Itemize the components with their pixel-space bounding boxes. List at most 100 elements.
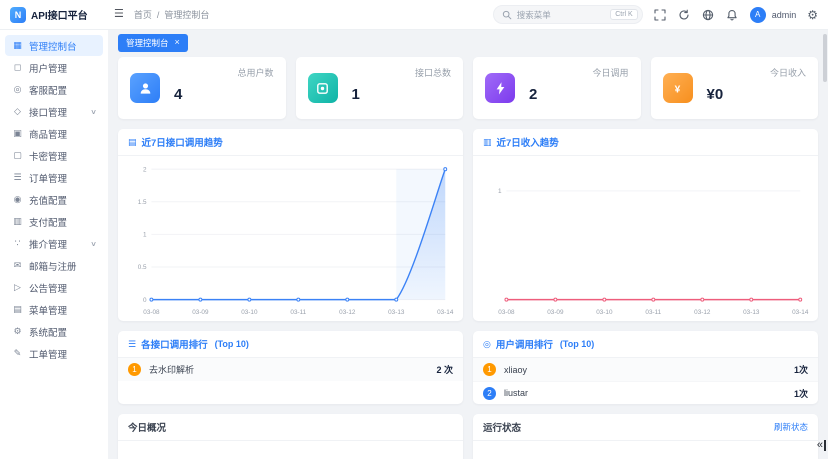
sidebar-item-公告管理[interactable]: ▷ 公告管理: [5, 277, 103, 298]
stat-value: 2: [529, 85, 538, 103]
tabbar: 管理控制台 ×: [108, 30, 828, 55]
bottom-row: 今日概况 运行状态 刷新状态: [118, 414, 818, 459]
collapse-icon[interactable]: «: [817, 440, 826, 451]
svg-text:03-10: 03-10: [596, 309, 613, 316]
settings-gear-icon[interactable]: ⚙: [807, 7, 818, 22]
sidebar-item-推介管理[interactable]: ∵ 推介管理 ∨: [5, 233, 103, 254]
sidebar-item-icon: ▣: [13, 128, 22, 138]
notification-icon[interactable]: [726, 8, 739, 21]
language-icon[interactable]: [702, 8, 715, 21]
refresh-icon[interactable]: [678, 8, 691, 21]
sidebar-item-label: 卡密管理: [29, 151, 68, 163]
tab-dashboard[interactable]: 管理控制台 ×: [118, 33, 188, 52]
user-ranking-card: ◎ 用户调用排行 (Top 10) 1 xliaoy 1次 2 liustar …: [473, 331, 818, 404]
sidebar-item-icon: ∵: [14, 238, 21, 248]
sidebar-item-icon: ☰: [13, 172, 22, 182]
sidebar-item-icon: ✉: [13, 260, 22, 270]
svg-text:03-09: 03-09: [192, 309, 209, 316]
call-icon: [485, 73, 515, 103]
svg-text:¥: ¥: [675, 84, 681, 95]
sidebar-item-icon: ▷: [14, 282, 21, 292]
svg-text:03-09: 03-09: [547, 309, 564, 316]
today-overview-card: 今日概况: [118, 414, 463, 459]
sidebar-item-充值配置[interactable]: ◉ 充值配置: [5, 189, 103, 210]
sidebar-item-邮箱与注册[interactable]: ✉ 邮箱与注册: [5, 255, 103, 276]
sidebar-item-label: 系统配置: [29, 327, 68, 339]
card-header: ☰ 各接口调用排行 (Top 10): [118, 331, 463, 358]
card-header: ▥ 近7日收入趋势: [473, 129, 818, 156]
breadcrumb-separator: /: [156, 9, 160, 20]
sidebar-item-icon: ▦: [13, 40, 22, 50]
tab-close-icon[interactable]: ×: [174, 37, 180, 47]
rank-row: 1 xliaoy 1次: [473, 358, 818, 381]
run-status-title: 运行状态: [483, 423, 522, 434]
sidebar-item-工单管理[interactable]: ✎ 工单管理: [5, 343, 103, 364]
sidebar-item-label: 推介管理: [29, 239, 68, 251]
stats-row: 4 总用户数 1 接口总数 2 今日调用 ¥ ¥0 今日收入: [118, 57, 818, 119]
svg-text:1: 1: [498, 188, 502, 195]
income-trend-chart: 1 03-08 03-09 03-10 03-11 03-12 03-13 03-14: [473, 156, 818, 321]
tab-label: 管理控制台: [126, 37, 169, 48]
search-icon: [502, 10, 512, 19]
stat-label: 接口总数: [414, 68, 451, 78]
avatar[interactable]: A: [749, 6, 766, 23]
svg-text:0.5: 0.5: [138, 264, 147, 271]
sidebar-item-icon: ◉: [13, 194, 22, 204]
stat-label: 今日调用: [592, 68, 629, 78]
sidebar-item-客服配置[interactable]: ◎ 客服配置: [5, 79, 103, 100]
svg-text:03-12: 03-12: [694, 309, 711, 316]
sidebar-item-label: 管理控制台: [29, 41, 77, 53]
fullscreen-icon[interactable]: [654, 8, 667, 21]
ranking-title: 用户调用排行: [495, 340, 553, 351]
sidebar-item-用户管理[interactable]: ◻ 用户管理: [5, 57, 103, 78]
sidebar-item-系统配置[interactable]: ⚙ 系统配置: [5, 321, 103, 342]
sidebar-item-订单管理[interactable]: ☰ 订单管理: [5, 167, 103, 188]
rank-name: liustar: [504, 388, 529, 398]
refresh-status-link[interactable]: 刷新状态: [773, 422, 808, 432]
stat-value: ¥0: [706, 85, 724, 103]
svg-text:03-14: 03-14: [792, 309, 809, 316]
sidebar-item-label: 工单管理: [29, 349, 68, 361]
stat-value: 1: [351, 85, 360, 103]
sidebar-item-接口管理[interactable]: ◇ 接口管理 ∨: [5, 101, 103, 122]
sidebar-item-icon: ◻: [13, 62, 22, 72]
dashboard-content: 4 总用户数 1 接口总数 2 今日调用 ¥ ¥0 今日收入 ▤ 近7日接口调用…: [108, 55, 828, 459]
app-title: API接口平台: [31, 11, 88, 22]
stat-value: 4: [174, 85, 183, 103]
menu-icon[interactable]: ☰: [114, 8, 124, 20]
svg-text:03-14: 03-14: [437, 309, 454, 316]
sidebar-item-支付配置[interactable]: ▥ 支付配置: [5, 211, 103, 232]
scrollbar-thumb[interactable]: [823, 34, 827, 82]
rank-badge: 1: [128, 363, 141, 376]
rank-count: 1次: [793, 388, 808, 399]
rankings-row: ☰ 各接口调用排行 (Top 10) 1 去水印解析 2 次 ◎ 用户调用排行 …: [118, 331, 818, 404]
chart-title: 近7日接口调用趋势: [141, 138, 223, 149]
today-overview-title: 今日概况: [128, 423, 167, 434]
topbar-actions: 搜索菜单 Ctrl K A admin ⚙: [492, 5, 828, 24]
sidebar-item-菜单管理[interactable]: ▤ 菜单管理: [5, 299, 103, 320]
search-input[interactable]: 搜索菜单 Ctrl K: [492, 5, 643, 24]
sidebar-item-icon: ▥: [13, 216, 22, 226]
sidebar-item-icon: ⚙: [13, 326, 22, 336]
sidebar-item-商品管理[interactable]: ▣ 商品管理: [5, 123, 103, 144]
sidebar-item-label: 用户管理: [29, 63, 68, 75]
chart-title: 近7日收入趋势: [496, 138, 559, 149]
sidebar-item-卡密管理[interactable]: ▢ 卡密管理: [5, 145, 103, 166]
breadcrumb-current: 管理控制台: [164, 10, 210, 20]
sidebar-item-label: 商品管理: [29, 129, 68, 141]
stat-label: 今日收入: [769, 68, 806, 78]
breadcrumb-home[interactable]: 首页: [133, 10, 152, 20]
sidebar-menu: ▦ 管理控制台 ◻ 用户管理 ◎ 客服配置 ◇ 接口管理 ∨ ▣ 商品管理 ▢ …: [0, 30, 108, 459]
rank-row: 2 liustar 1次: [473, 381, 818, 404]
stat-card: 4 总用户数: [118, 57, 286, 119]
ranking-top-label: (Top 10): [214, 339, 249, 349]
api-ranking-list: 1 去水印解析 2 次: [118, 358, 463, 381]
api-trend-chart-card: ▤ 近7日接口调用趋势 0 0.5 1 1.5 2 03-08 03-09 03-10 03-1…: [118, 129, 463, 321]
svg-text:03-08: 03-08: [498, 309, 515, 316]
breadcrumb: 首页 / 管理控制台: [134, 8, 210, 21]
income-icon: ¥: [662, 73, 693, 103]
sidebar-item-管理控制台[interactable]: ▦ 管理控制台: [5, 35, 103, 56]
svg-text:03-12: 03-12: [339, 309, 356, 316]
card-header: ◎ 用户调用排行 (Top 10): [473, 331, 818, 358]
user-icon: [130, 73, 160, 103]
